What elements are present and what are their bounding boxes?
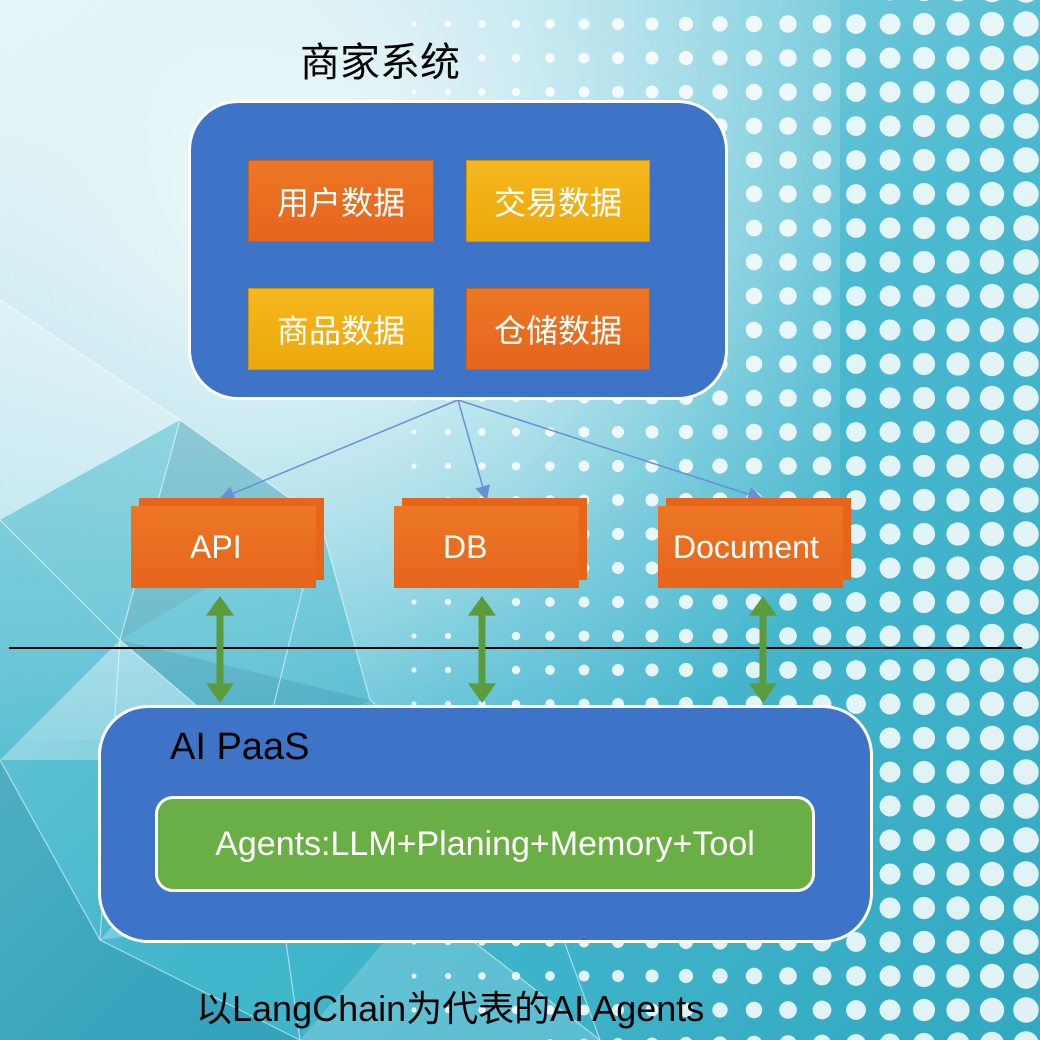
interface-box-label: Document [673,529,819,566]
interface-box-db: DB [394,506,579,588]
title-merchant-system: 商家系统 [300,30,460,88]
agents-box: Agents:LLM+Planing+Memory+Tool [155,796,815,892]
agents-label: Agents:LLM+Planing+Memory+Tool [215,825,755,864]
interface-box-document: Document [658,506,843,588]
interface-box-label: API [190,529,242,566]
interface-box-api: API [131,506,316,588]
footer-caption: 以LangChain为代表的AI Agents [196,980,704,1032]
ai-paas-title: AI PaaS [170,726,309,769]
diagram-canvas: 商家系统 用户数据交易数据商品数据仓储数据 APIDBDocument AI P… [0,0,1040,1040]
interface-box-label: DB [443,529,487,566]
